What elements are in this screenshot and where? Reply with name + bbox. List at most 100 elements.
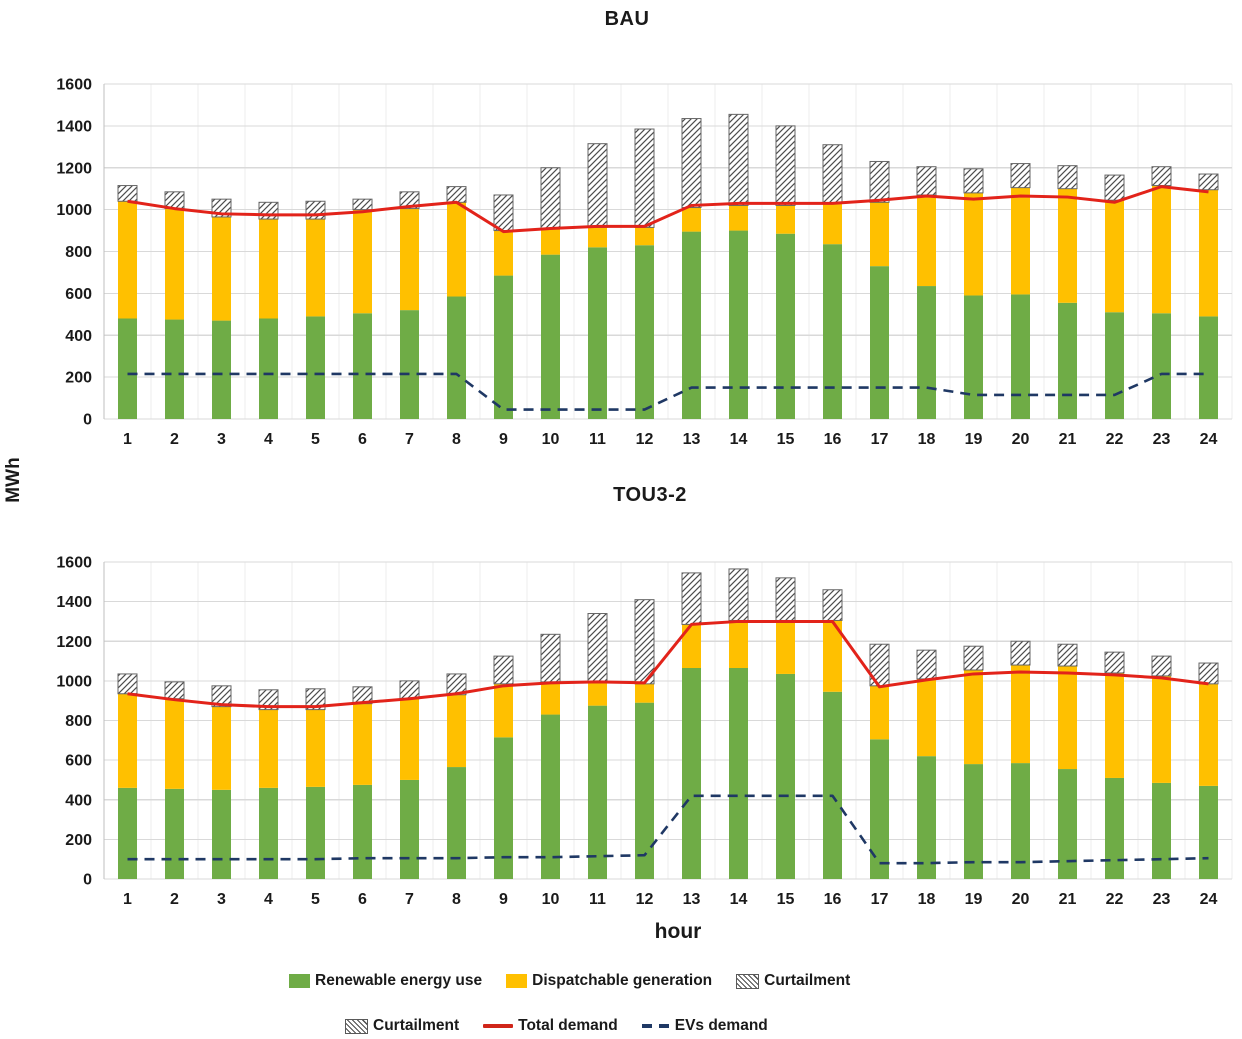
- xtick-label-20: 20: [1012, 891, 1030, 908]
- xtick-label-11: 11: [589, 891, 606, 908]
- bar-green-h6: [353, 313, 372, 419]
- ytick-label-800: 800: [65, 244, 92, 261]
- xtick-label-15: 15: [777, 891, 795, 908]
- xtick-label-18: 18: [918, 431, 936, 448]
- bar-green-h13: [682, 231, 701, 419]
- bar-yellow-h16: [823, 620, 842, 692]
- bar-hatch-h11: [587, 143, 608, 228]
- bar-hatch-h1: [117, 673, 138, 695]
- bar-hatch-h20: [1010, 640, 1031, 666]
- legend-row-2: Curtailment Total demand EVs demand: [345, 1017, 768, 1035]
- bar-green-h12: [635, 245, 654, 419]
- bar-green-h13: [682, 667, 701, 879]
- xtick-label-2: 2: [170, 891, 179, 908]
- bar-hatch-h3: [211, 685, 232, 708]
- bar-green-h9: [494, 737, 513, 879]
- bar-yellow-h16: [823, 203, 842, 245]
- bar-hatch-h14: [728, 568, 749, 621]
- xtick-label-18: 18: [918, 891, 936, 908]
- xtick-label-3: 3: [217, 431, 226, 448]
- xtick-label-1: 1: [123, 891, 132, 908]
- xtick-label-19: 19: [965, 891, 983, 908]
- bar-hatch-h9: [493, 194, 514, 232]
- bar-green-h17: [870, 739, 889, 879]
- bar-hatch-h10: [540, 633, 561, 683]
- bar-green-h1: [118, 787, 137, 879]
- legend-item-dispatchable: Dispatchable generation: [506, 972, 712, 990]
- bar-hatch-h13: [681, 118, 702, 209]
- bar-hatch-h19: [963, 645, 984, 671]
- legend-item-total-demand: Total demand: [483, 1017, 618, 1035]
- xtick-label-6: 6: [358, 891, 367, 908]
- ytick-label-1200: 1200: [56, 160, 92, 177]
- bar-green-h10: [541, 714, 560, 879]
- bar-green-h14: [729, 230, 748, 419]
- xtick-label-16: 16: [824, 431, 842, 448]
- bar-green-h2: [165, 319, 184, 419]
- bar-green-h9: [494, 275, 513, 419]
- bar-hatch-h1: [117, 185, 138, 202]
- legend-label-evs-demand: EVs demand: [674, 1017, 768, 1034]
- bar-hatch-h16: [822, 144, 843, 204]
- xtick-label-22: 22: [1106, 431, 1124, 448]
- bar-green-h18: [917, 286, 936, 419]
- bar-hatch-h4: [258, 201, 279, 220]
- total-demand-line-icon: [483, 1024, 514, 1028]
- xtick-label-13: 13: [683, 431, 701, 448]
- bar-green-h6: [353, 784, 372, 879]
- bar-green-h4: [259, 318, 278, 419]
- curtailment-swatch-icon: [736, 973, 760, 989]
- bar-yellow-h18: [917, 194, 936, 287]
- bar-hatch-h15: [775, 125, 796, 206]
- bar-yellow-h14: [729, 620, 748, 668]
- total-demand-line: [127, 185, 1209, 234]
- bar-hatch-h22: [1104, 174, 1125, 201]
- bar-yellow-h11: [588, 227, 607, 248]
- bar-yellow-h12: [635, 683, 654, 703]
- xtick-label-22: 22: [1106, 891, 1124, 908]
- bar-green-h20: [1011, 763, 1030, 879]
- bar-green-h23: [1152, 782, 1171, 879]
- bar-green-h2: [165, 788, 184, 879]
- bar-hatch-h7: [399, 191, 420, 210]
- bar-yellow-h7: [400, 208, 419, 311]
- legend-label-dispatchable: Dispatchable generation: [532, 972, 713, 989]
- bar-hatch-h2: [164, 681, 185, 700]
- bar-hatch-h15: [775, 577, 796, 621]
- xtick-label-8: 8: [452, 891, 461, 908]
- bar-green-h11: [588, 705, 607, 879]
- bar-yellow-h15: [776, 205, 795, 234]
- bar-yellow-h9: [494, 230, 513, 276]
- xtick-label-5: 5: [311, 891, 320, 908]
- bar-green-h5: [306, 786, 325, 879]
- bar-yellow-h6: [353, 703, 372, 785]
- bar-green-h22: [1105, 777, 1124, 879]
- bar-green-h8: [447, 767, 466, 879]
- xtick-label-9: 9: [499, 431, 508, 448]
- xtick-label-8: 8: [452, 431, 461, 448]
- bar-hatch-h11: [587, 613, 608, 683]
- evs-demand-line: [127, 372, 1209, 411]
- ytick-label-400: 400: [65, 328, 92, 345]
- bar-yellow-h2: [165, 698, 184, 789]
- bar-yellow-h12: [635, 227, 654, 246]
- xtick-label-23: 23: [1153, 891, 1171, 908]
- bar-hatch-h24: [1198, 662, 1219, 685]
- bar-yellow-h17: [870, 685, 889, 740]
- legend-label-renewable: Renewable energy use: [315, 972, 483, 989]
- ytick-label-800: 800: [65, 713, 92, 730]
- ytick-label-1000: 1000: [56, 673, 92, 690]
- bar-green-h3: [212, 320, 231, 419]
- bar-yellow-h7: [400, 698, 419, 780]
- ytick-label-1400: 1400: [56, 118, 92, 135]
- bar-hatch-h18: [916, 649, 937, 680]
- bar-hatch-h18: [916, 166, 937, 196]
- evs-demand-dash-icon: [641, 1024, 670, 1028]
- bar-yellow-h21: [1058, 666, 1077, 770]
- xtick-label-20: 20: [1012, 431, 1030, 448]
- legend-row-1: Renewable energy use Dispatchable genera…: [289, 972, 850, 990]
- dispatchable-swatch-icon: [506, 974, 528, 988]
- bar-green-h14: [729, 667, 748, 879]
- ytick-label-0: 0: [83, 412, 92, 429]
- bar-yellow-h19: [964, 669, 983, 765]
